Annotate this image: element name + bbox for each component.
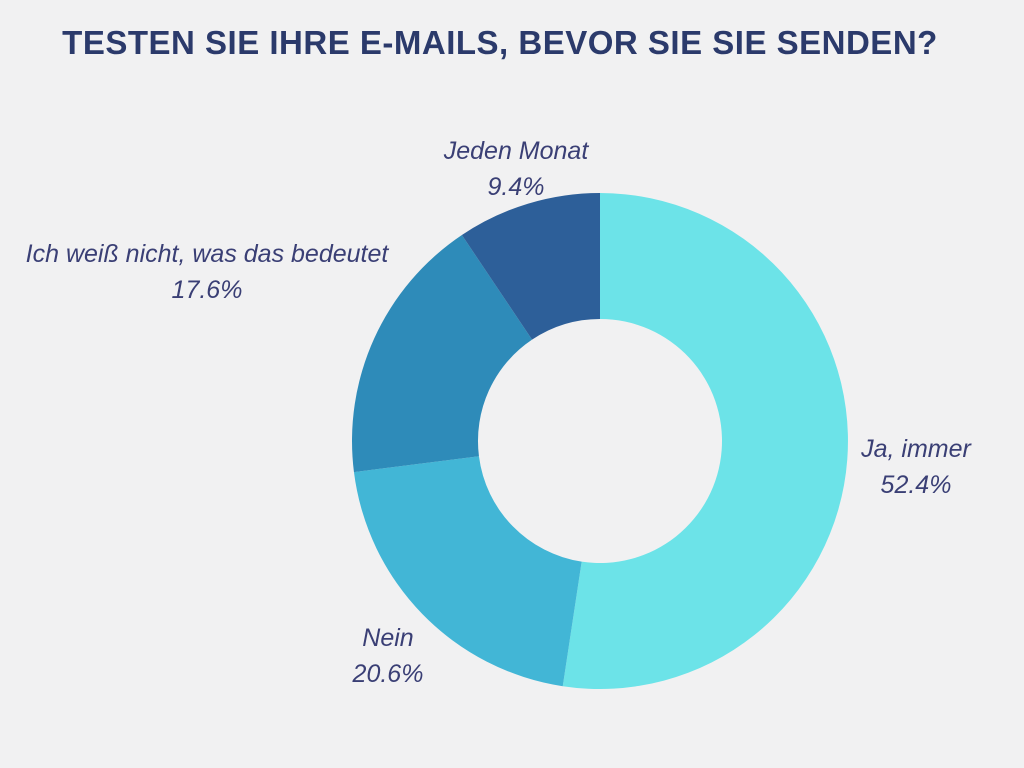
- donut-chart-container: [352, 193, 848, 689]
- segment-percentage: 9.4%: [487, 173, 545, 201]
- donut-segment-3: [352, 235, 533, 473]
- segment-label-ich-weiss-nicht: Ich weiß nicht, was das bedeutet 17.6%: [26, 236, 389, 308]
- chart-title: TESTEN SIE IHRE E-MAILS, BEVOR SIE SIE S…: [62, 24, 938, 61]
- donut-segment-2: [353, 456, 582, 687]
- segment-label-jeden-monat: Jeden Monat 9.4%: [444, 133, 589, 205]
- segment-label-nein: Nein 20.6%: [353, 620, 424, 692]
- donut-segment-1: [562, 193, 848, 689]
- segment-name: Ja, immer: [861, 435, 971, 463]
- segment-name: Nein: [362, 624, 414, 652]
- donut-chart: [352, 193, 848, 689]
- donut-segment-4: [461, 193, 600, 340]
- segment-percentage: 52.4%: [880, 471, 952, 499]
- segment-name: Jeden Monat: [443, 137, 589, 165]
- segment-percentage: 17.6%: [171, 276, 243, 304]
- segment-percentage: 20.6%: [352, 660, 424, 688]
- segment-name: Ich weiß nicht, was das bedeutet: [25, 240, 389, 268]
- segment-label-ja-immer: Ja, immer 52.4%: [861, 431, 971, 503]
